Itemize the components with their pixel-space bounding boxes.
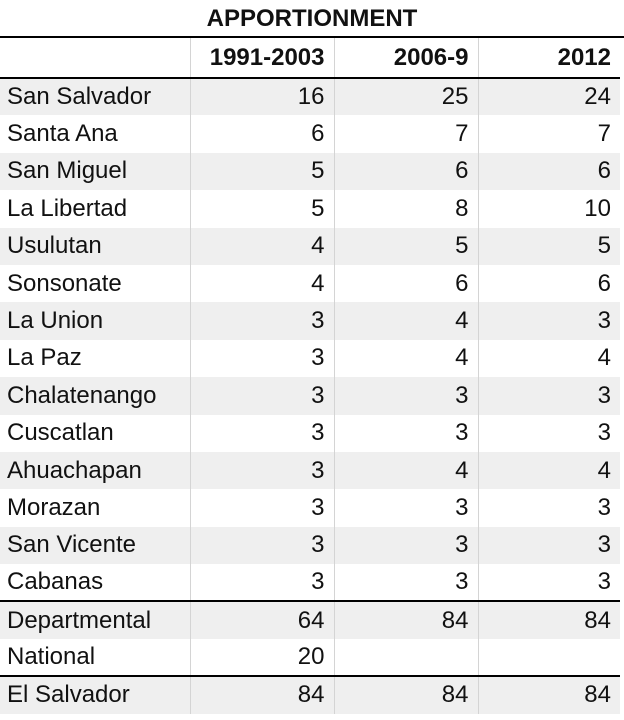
cell-2006-9: 4	[333, 302, 478, 340]
cell-2006-9: 6	[333, 152, 478, 191]
cell-1991-2003: 3	[189, 489, 334, 527]
header-blank-cell	[0, 38, 190, 79]
cell-2012: 4	[477, 339, 620, 378]
header-1991-2003: 1991-2003	[189, 38, 334, 79]
cell-2006-9: 5	[333, 227, 478, 265]
table-row: La Paz 3 4 4	[0, 339, 620, 378]
cell-2006-9: 8	[333, 190, 478, 228]
header-2006-9: 2006-9	[333, 38, 478, 79]
table-row: Cuscatlan 3 3 3	[0, 414, 620, 452]
cell-2012: 3	[477, 526, 620, 565]
cell-2012: 84	[477, 675, 620, 714]
cell-2012: 24	[477, 78, 620, 116]
table-row: San Salvador 16 25 24	[0, 78, 620, 116]
cell-1991-2003: 3	[189, 451, 334, 490]
cell-1991-2003: 3	[189, 526, 334, 565]
row-label: National	[7, 643, 96, 671]
cell-2006-9: 3	[333, 489, 478, 527]
table-row: Chalatenango 3 3 3	[0, 377, 620, 415]
row-label: Cabanas	[7, 568, 104, 596]
row-label: La Union	[0, 302, 190, 340]
apportionment-table: 1991-2003 2006-9 2012 San Salvador 16 25 24…	[0, 38, 620, 714]
table-row: Cabanas 3 3 3	[0, 564, 620, 602]
cell-1991-2003: 20	[189, 638, 334, 677]
cell-2012: 3	[477, 377, 620, 415]
cell-2006-9: 6	[333, 264, 478, 303]
row-label: Cuscatlan	[7, 419, 114, 447]
cell-2006-9: 7	[333, 115, 478, 153]
cell-1991-2003: 84	[189, 675, 334, 714]
summary-row: Departmental 64 84 84	[0, 600, 620, 639]
summary-row: National 20	[0, 638, 620, 677]
table-body: San Salvador 16 25 24 Santa Ana 6 7 7 San Miguel…	[0, 78, 620, 714]
row-label: Santa Ana	[7, 120, 118, 148]
row-label: Morazan	[7, 493, 101, 521]
cell-1991-2003: 5	[189, 152, 334, 191]
cell-1991-2003: 3	[189, 339, 334, 378]
cell-2006-9: 3	[333, 564, 478, 602]
cell-2006-9: 3	[333, 526, 478, 565]
cell-2006-9: 3	[333, 377, 478, 415]
table-row: San Miguel 5 6 6	[0, 152, 620, 191]
cell-2006-9: 25	[333, 78, 478, 116]
cell-2012: 3	[477, 489, 620, 527]
cell-1991-2003: 3	[189, 377, 334, 415]
row-label: La Libertad	[7, 194, 128, 222]
cell-2012: 4	[477, 451, 620, 490]
cell-1991-2003: 64	[189, 600, 334, 639]
cell-1991-2003: 4	[189, 264, 334, 303]
cell-1991-2003: 3	[189, 414, 334, 452]
cell-2012: 6	[477, 264, 620, 303]
cell-2012: 3	[477, 302, 620, 340]
cell-2012: 3	[477, 564, 620, 602]
table-header: 1991-2003 2006-9 2012	[0, 38, 620, 79]
cell-1991-2003: 4	[189, 227, 334, 265]
table-row: La Libertad 5 8 10	[0, 190, 620, 228]
header-row: 1991-2003 2006-9 2012	[0, 38, 620, 79]
cell-2012: 10	[477, 190, 620, 228]
cell-2012: 6	[477, 152, 620, 191]
cell-2006-9: 4	[333, 451, 478, 490]
cell-1991-2003: 3	[189, 302, 334, 340]
row-label: La Paz	[7, 344, 82, 372]
table-row: Santa Ana 6 7 7	[0, 115, 620, 153]
row-label: Ahuachapan	[0, 451, 190, 490]
cell-2006-9: 84	[333, 600, 478, 639]
table-row: Ahuachapan 3 4 4	[0, 451, 620, 490]
cell-1991-2003: 16	[189, 78, 334, 116]
total-row: El Salvador 84 84 84	[0, 675, 620, 714]
row-label: Departmental	[0, 600, 190, 639]
cell-1991-2003: 5	[189, 190, 334, 228]
table-row: La Union 3 4 3	[0, 302, 620, 340]
table-row: Sonsonate 4 6 6	[0, 264, 620, 303]
table-title: APPORTIONMENT	[0, 0, 624, 38]
cell-2006-9: 4	[333, 339, 478, 378]
row-label: El Salvador	[0, 675, 190, 714]
cell-2006-9: 84	[333, 675, 478, 714]
row-label: San Salvador	[0, 78, 190, 116]
cell-2012: 84	[477, 600, 620, 639]
cell-2012: 5	[477, 227, 620, 265]
cell-1991-2003: 6	[189, 115, 334, 153]
cell-2012: 3	[477, 414, 620, 452]
row-label: Usulutan	[0, 227, 190, 265]
cell-1991-2003: 3	[189, 564, 334, 602]
table-row: Morazan 3 3 3	[0, 489, 620, 527]
row-label: Chalatenango	[0, 377, 190, 415]
cell-2012: 7	[477, 115, 620, 153]
table-row: San Vicente 3 3 3	[0, 526, 620, 565]
cell-2012	[477, 638, 620, 677]
row-label: San Miguel	[0, 152, 190, 191]
header-2012: 2012	[477, 38, 620, 79]
cell-2006-9	[333, 638, 478, 677]
row-label: San Vicente	[0, 526, 190, 565]
table-row: Usulutan 4 5 5	[0, 227, 620, 265]
row-label: Sonsonate	[7, 269, 122, 297]
cell-2006-9: 3	[333, 414, 478, 452]
